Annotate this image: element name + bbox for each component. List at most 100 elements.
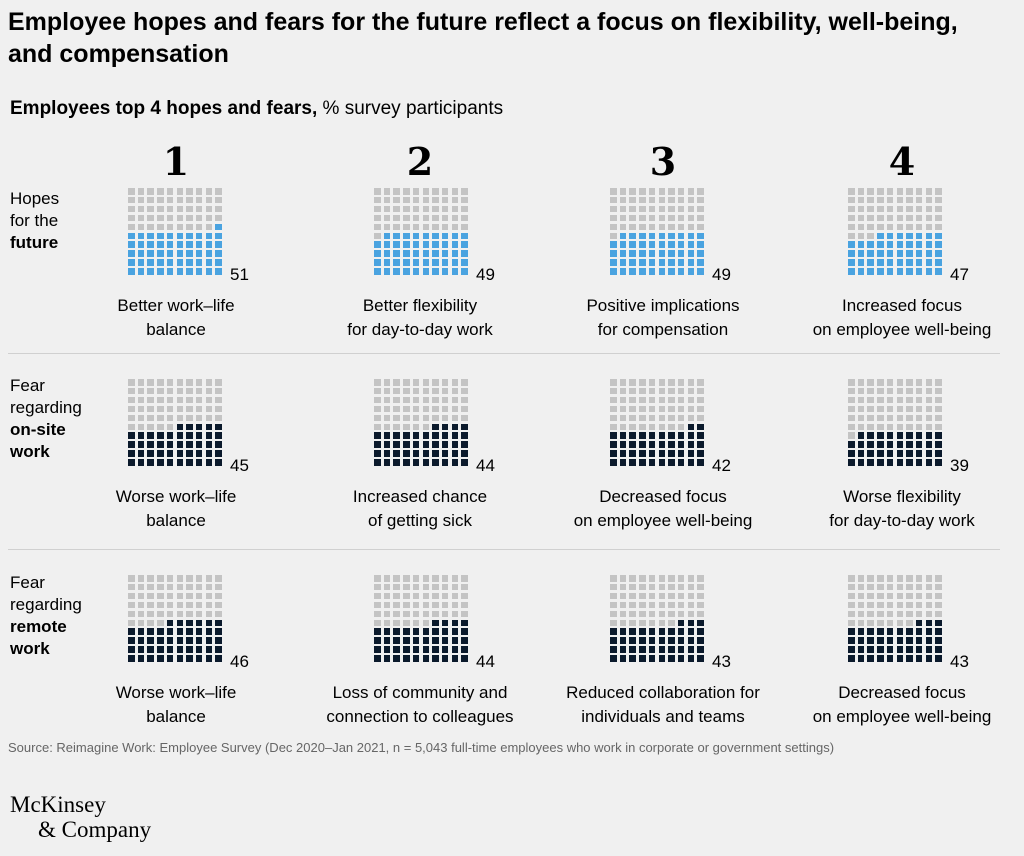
waffle-cell-filled [935, 637, 942, 644]
waffle-cell-empty [677, 379, 685, 386]
waffle-cell-filled [147, 646, 154, 653]
waffle-cell-empty [432, 592, 439, 600]
waffle-cell-filled [687, 232, 695, 239]
waffle-cell-filled [935, 268, 942, 275]
waffle-cell-empty [639, 592, 646, 600]
row-label-line: on-site [10, 420, 66, 439]
waffle-cell-empty [147, 214, 154, 222]
waffle-cell-empty [205, 610, 213, 618]
waffle-cell-filled [639, 646, 646, 653]
row-label: Hopes for the future [10, 188, 110, 254]
waffle-cell-empty [677, 414, 685, 422]
waffle-cell-filled [186, 637, 193, 644]
waffle-cell-filled [461, 241, 468, 248]
waffle-cell-empty [403, 387, 410, 395]
waffle-cell-empty [648, 592, 656, 600]
waffle-cell-empty [166, 405, 174, 413]
waffle-cell-empty [848, 196, 855, 204]
waffle-cell-filled [374, 450, 381, 457]
waffle-cell-empty [383, 223, 391, 231]
waffle-cell-filled [658, 450, 665, 457]
waffle-cell-empty [857, 583, 865, 591]
waffle-cell-filled [857, 259, 865, 266]
waffle-cell-empty [393, 405, 400, 413]
waffle-cell-filled [432, 232, 439, 239]
waffle-cell-filled [393, 432, 400, 439]
waffle-cell-filled [629, 646, 636, 653]
waffle-cell-empty [697, 592, 704, 600]
waffle-cell-empty [677, 214, 685, 222]
waffle-cell-empty [648, 188, 656, 195]
waffle-cell-filled [432, 459, 439, 466]
waffle-cell-empty [205, 196, 213, 204]
waffle-cell-filled [393, 459, 400, 466]
waffle-cell-empty [393, 223, 400, 231]
waffle-cell-filled [128, 441, 135, 448]
waffle-cell-empty [157, 396, 164, 404]
waffle-cell-empty [403, 188, 410, 195]
waffle-cell-empty [906, 214, 913, 222]
waffle-cell-empty [629, 223, 636, 231]
waffle-cell-empty [886, 592, 894, 600]
waffle-cell-empty [906, 423, 913, 430]
waffle-cell-empty [147, 575, 154, 582]
waffle-cell-filled [383, 259, 391, 266]
waffle-cell-empty [166, 592, 174, 600]
waffle-cell-filled [176, 250, 183, 257]
waffle-cell-empty [648, 423, 656, 430]
waffle-cell-empty [422, 575, 429, 582]
waffle-cell-empty [697, 196, 704, 204]
waffle-cell-filled [668, 259, 675, 266]
rank-number-4: 4 [888, 139, 916, 184]
waffle-cell-filled [629, 268, 636, 275]
waffle-cell-empty [915, 188, 923, 195]
waffle-cell-empty [610, 223, 617, 231]
waffle-cell-empty [195, 214, 203, 222]
waffle-cell-filled [374, 655, 381, 662]
waffle-cell-filled [915, 441, 923, 448]
subtitle-unit: % survey participants [317, 98, 504, 119]
waffle-cell-filled [906, 655, 913, 662]
waffle-cell-filled [867, 441, 874, 448]
waffle-cell-filled [412, 268, 420, 275]
waffle-cell-empty [128, 610, 135, 618]
waffle-cell-empty [215, 575, 222, 582]
waffle-cell-filled [374, 250, 381, 257]
waffle-cell-empty [610, 396, 617, 404]
waffle-cell-empty [867, 387, 874, 395]
waffle-cell-empty [648, 414, 656, 422]
waffle-cell-empty [619, 601, 627, 609]
waffle-cell-filled [451, 241, 459, 248]
waffle-cell-filled [935, 241, 942, 248]
value-label: 39 [950, 456, 969, 475]
waffle-cell-filled [639, 250, 646, 257]
waffle-cell-empty [629, 575, 636, 582]
waffle-cell-empty [176, 601, 183, 609]
waffle-cell-empty [147, 188, 154, 195]
waffle-cell-empty [403, 405, 410, 413]
waffle-cell-filled [896, 637, 903, 644]
waffle-cell-filled [648, 432, 656, 439]
waffle-cell-empty [658, 223, 665, 231]
waffle-cell-empty [157, 619, 164, 626]
waffle-cell-empty [215, 379, 222, 386]
waffle-cell-filled [441, 432, 449, 439]
waffle-cell-empty [157, 387, 164, 395]
waffle-cell-filled [176, 441, 183, 448]
waffle-cell-filled [619, 232, 627, 239]
waffle-cell-filled [393, 646, 400, 653]
waffle-cell-filled [461, 619, 468, 626]
waffle-cell-filled [677, 259, 685, 266]
waffle-cell-filled [205, 459, 213, 466]
waffle-cell-filled [451, 619, 459, 626]
waffle-cell-filled [658, 459, 665, 466]
waffle-cell-empty [648, 619, 656, 626]
waffle-cell-filled [441, 232, 449, 239]
waffle-cell-empty [403, 214, 410, 222]
waffle-cell-empty [915, 610, 923, 618]
waffle-cell-empty [147, 592, 154, 600]
waffle-cell-filled [610, 259, 617, 266]
waffle-cell-empty [658, 610, 665, 618]
waffle-cell-empty [629, 414, 636, 422]
waffle-cell-empty [896, 610, 903, 618]
